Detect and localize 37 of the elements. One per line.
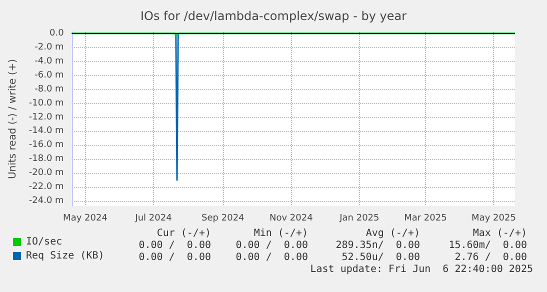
chart-title: IOs for /dev/lambda-complex/swap - by year (140, 9, 407, 23)
legend-label: IO/sec (26, 236, 62, 248)
text: 0.00 / 0.00 (236, 252, 308, 263)
text: Cur (-/+) (156, 228, 211, 239)
y-tick-label: -20.0 m (28, 168, 64, 178)
x-tick-label: Jan 2025 (338, 214, 380, 224)
x-tick-label: May 2025 (472, 214, 516, 224)
x-tick-label: Jul 2024 (134, 214, 172, 224)
legend-label: Req Size (KB) (26, 250, 104, 262)
y-tick-label: -24.0 m (28, 196, 64, 206)
text: 15.60m/ 0.00 (448, 240, 527, 251)
text: Avg (-/+) (366, 228, 420, 239)
text: Last update: Fri Jun 6 22:40:00 2025 (310, 264, 533, 275)
text: 2.76 / 0.00 (454, 252, 527, 263)
y-tick-label: -4.0 m (34, 56, 64, 66)
y-tick-label: -6.0 m (34, 70, 64, 80)
y-tick-label: -16.0 m (28, 140, 64, 150)
text: Max (-/+) (472, 228, 527, 239)
y-tick-label: -8.0 m (34, 84, 64, 94)
text: Min (-/+) (254, 228, 308, 239)
y-tick-label: 0.0 (49, 28, 64, 38)
y-tick-label: -14.0 m (28, 126, 64, 136)
y-tick-label: -18.0 m (28, 154, 64, 164)
x-tick-label: Sep 2024 (202, 214, 245, 224)
x-tick-label: May 2024 (63, 214, 108, 224)
x-tick-label: Mar 2025 (404, 214, 447, 224)
y-tick-label: -2.0 m (34, 42, 64, 52)
text: 0.00 / 0.00 (138, 252, 211, 263)
text: 289.35n/ 0.00 (336, 240, 420, 251)
y-axis-title: Units read (-) / write (+) (8, 58, 18, 180)
y-tick-label: -10.0 m (28, 98, 64, 108)
text: 0.00 / 0.00 (138, 240, 211, 251)
y-tick-label: -22.0 m (28, 182, 64, 192)
text: 0.00 / 0.00 (236, 240, 308, 251)
x-tick-label: Nov 2024 (269, 214, 314, 224)
text: 52.50u/ 0.00 (342, 252, 420, 263)
y-tick-label: -12.0 m (28, 112, 64, 122)
